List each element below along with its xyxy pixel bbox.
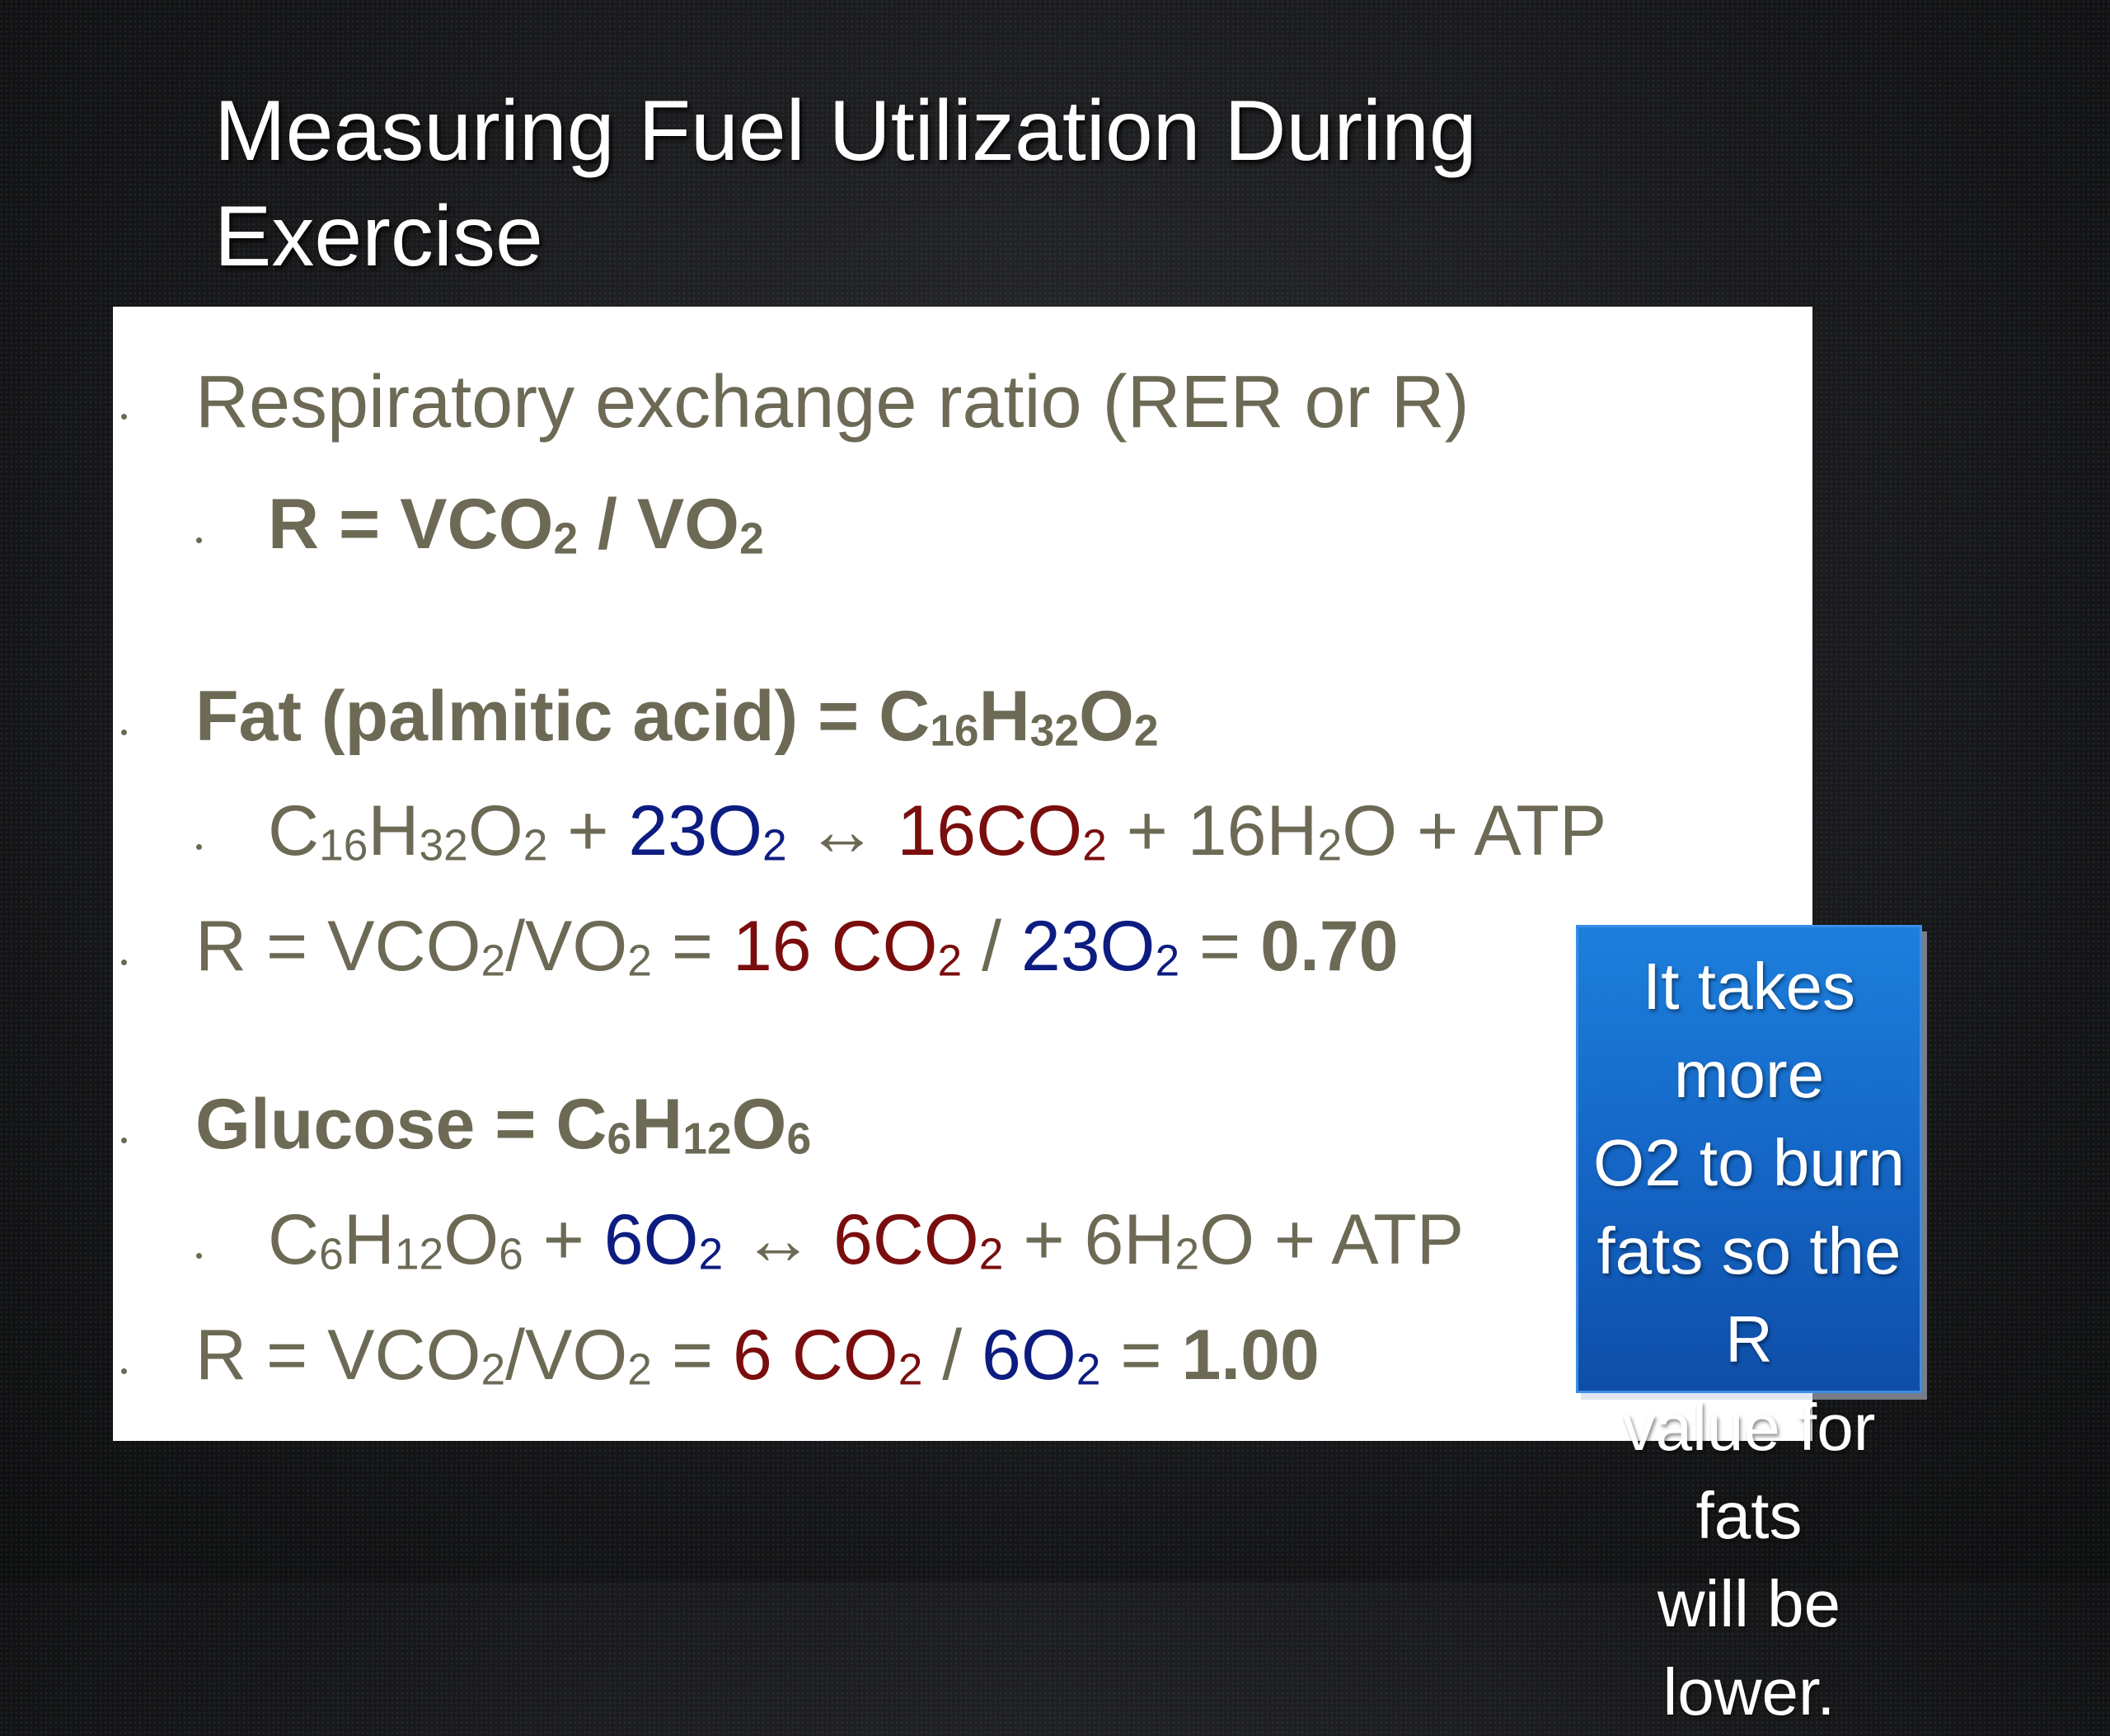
bullet-dot <box>121 959 127 965</box>
content-panel: Respiratory exchange ratio (RER or R) R … <box>113 307 1812 1441</box>
rer-formula: R = VCO2 / VO2 <box>268 485 764 564</box>
callout-line-1: It takes more <box>1643 950 1855 1111</box>
oxygen-term: 6O2 <box>603 1200 724 1279</box>
callout-line-4: value for fats <box>1622 1391 1876 1552</box>
bullet-dot <box>121 730 127 735</box>
slide-title-line-1: Measuring Fuel Utilization During <box>214 83 1477 179</box>
callout-line-3: fats so the R <box>1597 1214 1901 1376</box>
callout-line-5: will be lower. <box>1657 1567 1841 1729</box>
bullet-dot <box>196 844 202 850</box>
glucose-heading: Glucose = C6H12O6 <box>195 1085 812 1164</box>
co2-term: 16 CO2 <box>732 907 963 986</box>
fat-r-value: 0.70 <box>1260 907 1399 986</box>
oxygen-term: 23O2 <box>628 791 787 870</box>
glucose-r-value: 1.00 <box>1181 1316 1320 1395</box>
co2-term: 6 CO2 <box>732 1316 923 1395</box>
co2-term: 6CO2 <box>832 1200 1004 1279</box>
fat-r-calculation: R = VCO2/VO2 = 16 CO2 / 23O2 = 0.70 <box>195 907 1399 986</box>
bullet-dot <box>196 1253 202 1259</box>
slide-title-line-2: Exercise <box>214 189 543 284</box>
bullet-dot <box>121 1368 127 1374</box>
glucose-r-calculation: R = VCO2/VO2 = 6 CO2 / 6O2 = 1.00 <box>195 1316 1320 1395</box>
oxygen-term: 23O2 <box>1020 907 1180 986</box>
glucose-oxidation-equation: C6H12O6 + 6O2 ↔ 6CO2 + 6H2O + ATP <box>268 1200 1465 1279</box>
co2-term: 16CO2 <box>897 791 1107 870</box>
callout-box: It takes more O2 to burn fats so the R v… <box>1576 925 1922 1729</box>
fat-oxidation-equation: C16H32O2 + 23O2 ↔ 16CO2 + 16H2O + ATP <box>268 791 1607 870</box>
fat-heading: Fat (palmitic acid) = C16H32O2 <box>195 677 1159 756</box>
bullet-dot <box>121 1138 127 1143</box>
bullet-dot <box>121 414 127 420</box>
bullet-dot <box>196 537 202 543</box>
callout-line-2: O2 to burn <box>1592 1126 1905 1199</box>
slide-title: Measuring Fuel Utilization During Exerci… <box>214 78 1863 289</box>
rer-heading: Respiratory exchange ratio (RER or R) <box>195 361 1470 443</box>
oxygen-term: 6O2 <box>982 1316 1101 1395</box>
